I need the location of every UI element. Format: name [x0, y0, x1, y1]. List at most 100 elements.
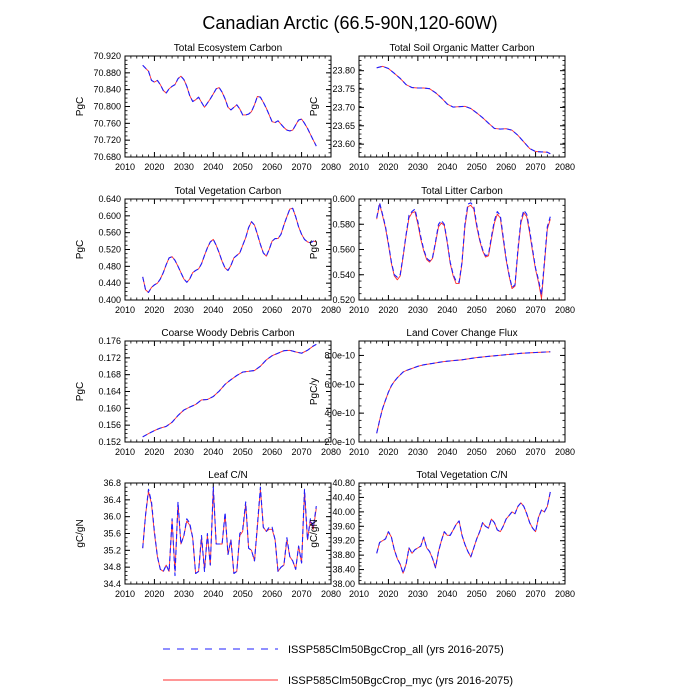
series-line-myc	[142, 344, 317, 438]
x-tick-label: 2060	[496, 589, 516, 599]
y-tick-label: 38.40	[332, 565, 355, 575]
series-line-all	[142, 64, 317, 147]
x-tick-label: 2010	[349, 305, 369, 315]
y-tick-label: 38.80	[332, 550, 355, 560]
x-tick-label: 2070	[292, 305, 312, 315]
x-tick-label: 2040	[203, 589, 223, 599]
y-axis-label: gC/gN	[309, 519, 320, 547]
x-tick-label: 2010	[115, 447, 135, 457]
series-line-all	[376, 65, 551, 155]
chart-title: Total Vegetation C/N	[416, 470, 507, 481]
y-tick-label: 0.172	[98, 353, 121, 363]
legend: ISSP585Clm50BgcCrop_all (yrs 2016-2075) …	[163, 644, 513, 687]
y-axis-label: PgC	[75, 240, 86, 259]
x-tick-label: 2050	[467, 447, 487, 457]
y-tick-label: 70.800	[93, 102, 121, 112]
y-axis-label: gC/gN	[75, 519, 86, 547]
x-tick-label: 2070	[526, 162, 546, 172]
legend-label-all: ISSP585Clm50BgcCrop_all (yrs 2016-2075)	[288, 644, 504, 656]
chart-panels: Total Ecosystem Carbon PgC 2010 2020 2030 204…	[75, 43, 575, 599]
y-tick-label: 23.65	[332, 121, 355, 131]
y-tick-label: 0.520	[98, 245, 121, 255]
chart-panel-6: Leaf C/N gC/gN 2010 2020 2030 2040 2050 2060 207…	[75, 470, 341, 599]
y-tick-label: 0.164	[98, 387, 121, 397]
y-tick-label: 8.0e-10	[324, 350, 355, 360]
y-tick-label: 0.600	[98, 211, 121, 221]
y-tick-label: 70.680	[93, 152, 121, 162]
chart-panel-1: Total Soil Organic Matter Carbon PgC 2010 2…	[309, 43, 575, 172]
y-axis-label: PgC	[75, 382, 86, 401]
y-axis-label: PgC	[309, 240, 320, 259]
x-tick-label: 2010	[115, 589, 135, 599]
series-line-all	[142, 343, 317, 438]
plot-frame	[124, 340, 332, 443]
y-tick-label: 23.70	[332, 102, 355, 112]
chart-title: Coarse Woody Debris Carbon	[161, 328, 294, 339]
x-tick-label: 2050	[233, 162, 253, 172]
y-tick-label: 0.152	[98, 437, 121, 447]
y-tick-label: 0.560	[332, 245, 355, 255]
y-tick-label: 0.640	[98, 194, 121, 204]
x-tick-label: 2060	[262, 305, 282, 315]
y-axis-label: PgC	[75, 97, 86, 116]
y-tick-label: 40.80	[332, 478, 355, 488]
y-tick-label: 6.0e-10	[324, 379, 355, 389]
x-tick-label: 2010	[349, 447, 369, 457]
y-tick-label: 38.00	[332, 579, 355, 589]
y-tick-label: 0.540	[332, 270, 355, 280]
chart-panel-2: Total Vegetation Carbon PgC 2010 2020 2030 20…	[75, 186, 341, 315]
chart-panel-7: Total Vegetation C/N gC/gN 2010 2020 2030 204…	[309, 470, 575, 599]
chart-title: Total Vegetation Carbon	[175, 186, 282, 197]
legend-entry-all: ISSP585Clm50BgcCrop_all (yrs 2016-2075)	[163, 644, 504, 656]
x-tick-label: 2050	[467, 305, 487, 315]
y-tick-label: 0.560	[98, 228, 121, 238]
series-line-myc	[142, 64, 317, 147]
series-line-all	[142, 486, 317, 577]
y-tick-label: 2.0e-10	[324, 437, 355, 447]
x-tick-label: 2030	[174, 589, 194, 599]
series-line-myc	[376, 351, 551, 434]
y-tick-label: 0.160	[98, 403, 121, 413]
x-tick-label: 2020	[378, 305, 398, 315]
y-tick-label: 70.720	[93, 135, 121, 145]
y-tick-label: 36.0	[103, 512, 121, 522]
x-tick-label: 2080	[321, 447, 341, 457]
chart-title: Total Litter Carbon	[421, 186, 503, 197]
y-tick-label: 23.80	[332, 66, 355, 76]
x-tick-label: 2030	[174, 162, 194, 172]
legend-label-myc: ISSP585Clm50BgcCrop_myc (yrs 2016-2075)	[288, 675, 513, 687]
y-tick-label: 0.580	[332, 219, 355, 229]
y-tick-label: 70.880	[93, 68, 121, 78]
x-tick-label: 2030	[174, 447, 194, 457]
x-tick-label: 2070	[526, 305, 546, 315]
x-tick-label: 2070	[292, 589, 312, 599]
x-tick-label: 2060	[262, 589, 282, 599]
x-tick-label: 2080	[555, 447, 575, 457]
plot-frame	[358, 340, 566, 443]
x-tick-label: 2050	[467, 162, 487, 172]
x-tick-label: 2060	[496, 162, 516, 172]
x-tick-label: 2010	[115, 162, 135, 172]
x-tick-label: 2010	[349, 162, 369, 172]
y-tick-label: 34.8	[103, 562, 121, 572]
x-tick-label: 2020	[378, 589, 398, 599]
x-tick-label: 2040	[437, 305, 457, 315]
x-tick-label: 2020	[378, 447, 398, 457]
x-tick-label: 2080	[321, 305, 341, 315]
x-tick-label: 2030	[408, 162, 428, 172]
series-line-myc	[376, 65, 551, 155]
chart-title: Total Soil Organic Matter Carbon	[389, 43, 534, 54]
y-tick-label: 40.40	[332, 492, 355, 502]
y-tick-label: 0.480	[98, 261, 121, 271]
x-tick-label: 2080	[321, 162, 341, 172]
y-axis-label: PgC	[309, 97, 320, 116]
series-line-myc	[376, 203, 551, 300]
chart-panel-3: Total Litter Carbon PgC 2010 2020 2030 2040 20…	[309, 186, 575, 315]
y-tick-label: 40.00	[332, 507, 355, 517]
figure-title: Canadian Arctic (66.5-90N,120-60W)	[202, 13, 497, 33]
plot-frame	[358, 198, 566, 301]
y-tick-label: 23.75	[332, 84, 355, 94]
y-tick-label: 35.6	[103, 529, 121, 539]
y-tick-label: 4.0e-10	[324, 408, 355, 418]
